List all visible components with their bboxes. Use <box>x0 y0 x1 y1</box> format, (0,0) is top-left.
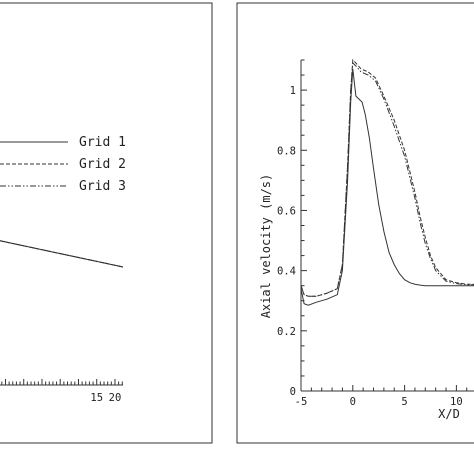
right-series-line <box>300 68 474 306</box>
legend-label: Grid 2 <box>79 157 126 172</box>
right-y-tick-label: 1 <box>290 85 296 97</box>
left-axes: 15 20 <box>0 379 123 404</box>
right-y-tick-label: 0.4 <box>277 266 296 278</box>
right-y-tick-label: 0 <box>290 386 296 398</box>
right-y-tick-label: 0.6 <box>277 205 296 217</box>
right-x-tick-label: 5 <box>401 396 407 408</box>
right-plot-frame <box>236 2 474 444</box>
legend-label: Grid 1 <box>79 135 126 150</box>
legend-label: Grid 3 <box>79 179 126 194</box>
right-x-tick-label: 10 <box>450 396 463 408</box>
left-series-line <box>0 240 124 268</box>
right-y-axis-title: Axial velocity (m/s) <box>259 174 273 319</box>
right-x-tick-label: 0 <box>350 396 356 408</box>
left-x-tick-label: 20 <box>109 392 122 404</box>
left-x-tick-label: 15 <box>90 392 103 404</box>
left-plot-frame <box>0 2 213 444</box>
right-y-tick-label: 0.2 <box>277 326 296 338</box>
left-legend: Grid 1 Grid 2 Grid 3 <box>0 135 126 194</box>
right-series-line <box>300 61 474 297</box>
right-x-axis-title: X/D <box>438 407 460 421</box>
right-x-tick-label: -5 <box>295 396 308 408</box>
right-series-lines <box>300 58 474 306</box>
right-y-tick-label: 0.8 <box>277 145 296 157</box>
right-series-line <box>300 58 474 297</box>
left-series-lines <box>0 240 124 268</box>
